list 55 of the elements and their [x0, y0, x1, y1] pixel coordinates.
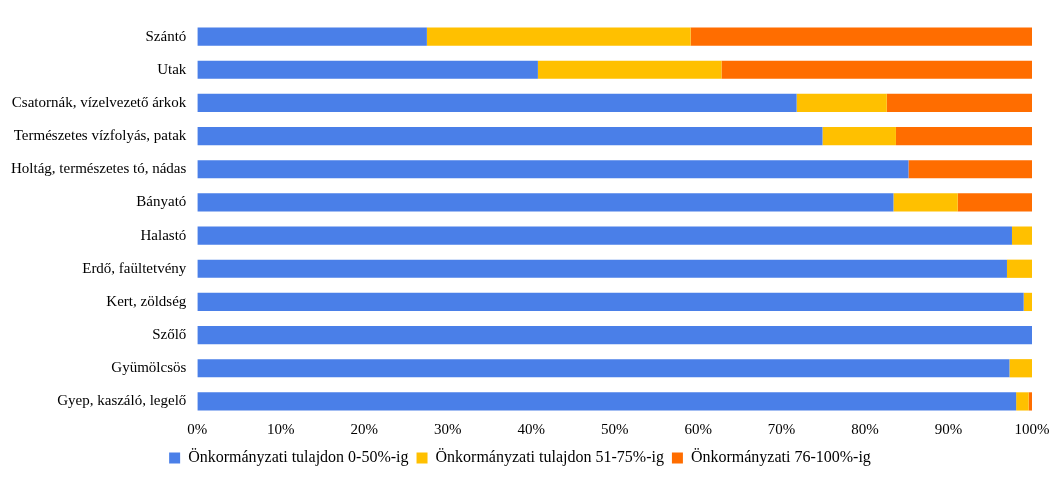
bar	[197, 226, 1012, 245]
legend-label: Önkormányzati tulajdon 51-75%-ig	[435, 448, 664, 467]
bar	[426, 27, 691, 46]
bar	[197, 359, 1010, 378]
bar	[822, 126, 896, 146]
y-tick-label: Kert, zöldség	[106, 292, 187, 309]
bar	[197, 60, 538, 79]
y-tick-label: Bányató	[136, 193, 187, 210]
x-tick-label: 40%	[517, 420, 545, 437]
bar	[690, 27, 1032, 46]
bar	[197, 292, 1024, 312]
bar	[197, 392, 1017, 411]
y-tick-label: Halastó	[140, 226, 187, 243]
bar	[895, 126, 1032, 146]
x-tick-label: 10%	[267, 420, 295, 437]
x-tick-label: 50%	[600, 420, 629, 437]
bar	[796, 93, 887, 113]
bar	[1006, 259, 1032, 278]
bar	[1023, 292, 1032, 312]
y-tick-label: Szőlő	[152, 326, 187, 343]
bar	[1011, 226, 1032, 245]
bar	[537, 60, 722, 79]
bar	[721, 60, 1032, 79]
x-tick-label: 0%	[187, 420, 208, 437]
legend-label: Önkormányzati tulajdon 0-50%-ig	[188, 448, 409, 467]
bar	[197, 259, 1007, 278]
y-tick-label: Holtág, természetes tó, nádas	[11, 160, 187, 177]
y-tick-label: Utak	[157, 60, 187, 77]
x-tick-label: 30%	[434, 420, 462, 437]
bar	[197, 193, 894, 212]
bar	[1009, 359, 1032, 378]
y-tick-label: Természetes vízfolyás, patak	[13, 127, 187, 144]
y-tick-label: Gyep, kaszáló, legelő	[57, 392, 187, 409]
y-tick-label: Csatornák, vízelvezető árkok	[11, 93, 187, 110]
bar	[197, 126, 823, 146]
bar	[886, 93, 1032, 113]
bar	[1016, 392, 1029, 411]
bar	[1028, 392, 1032, 411]
y-tick-label: Szántó	[145, 27, 187, 44]
x-tick-label: 80%	[851, 420, 879, 437]
y-tick-label: Erdő, faültetvény	[82, 259, 187, 276]
legend-label: Önkormányzati 76-100%-ig	[690, 448, 871, 467]
x-tick-label: 90%	[934, 420, 963, 437]
bar	[197, 160, 909, 179]
x-tick-label: 100%	[1014, 420, 1050, 437]
bar	[197, 93, 797, 113]
x-tick-label: 20%	[350, 420, 379, 437]
bar	[893, 193, 958, 212]
x-tick-label: 70%	[767, 420, 796, 437]
bar	[908, 160, 1032, 179]
bar	[197, 325, 1032, 345]
x-tick-label: 60%	[684, 420, 712, 437]
bar	[957, 193, 1032, 212]
y-tick-label: Gyümölcsös	[111, 359, 187, 376]
bar	[197, 27, 427, 46]
